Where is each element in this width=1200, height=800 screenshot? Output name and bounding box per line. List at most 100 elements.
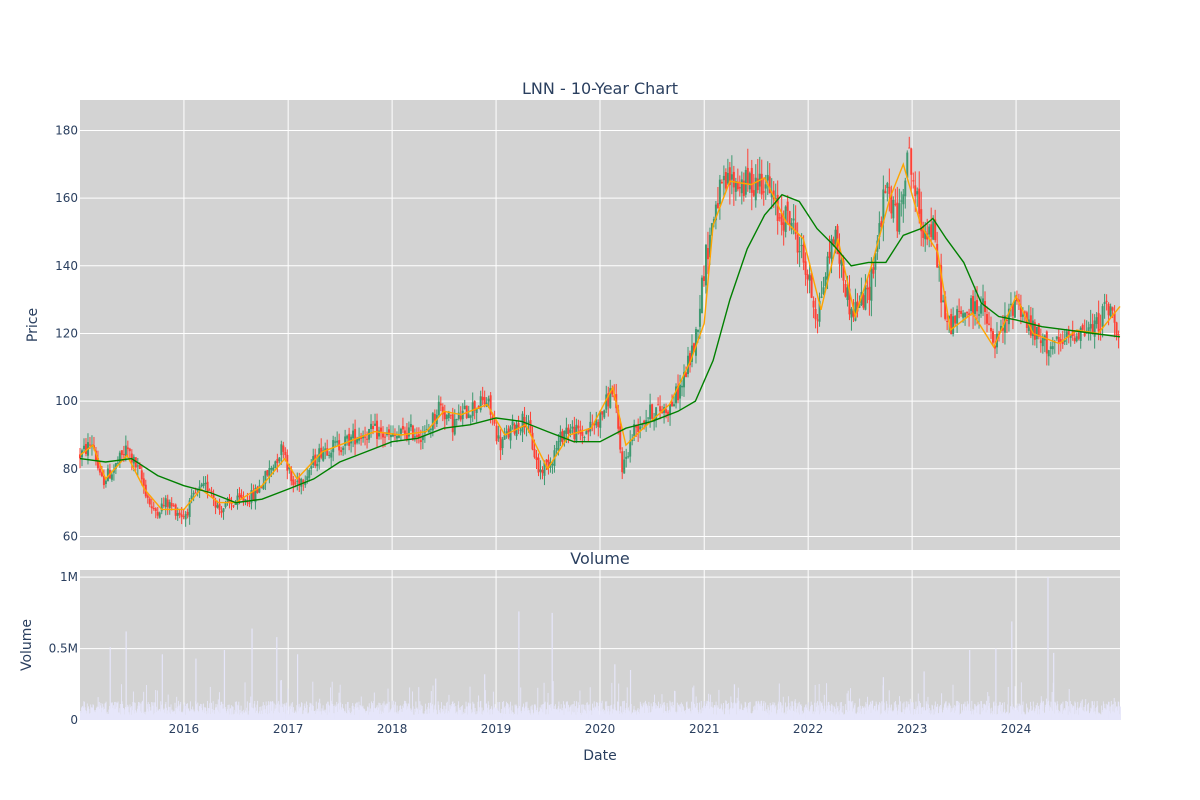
volume-bar <box>114 701 116 720</box>
volume-bar <box>386 705 388 720</box>
volume-bar <box>199 706 201 720</box>
volume-bar <box>155 706 157 720</box>
volume-bar <box>843 714 845 720</box>
volume-bar <box>586 702 588 720</box>
volume-bar <box>486 703 487 720</box>
candle-body <box>541 469 544 474</box>
volume-bar <box>832 713 834 720</box>
volume-bar <box>825 711 827 720</box>
candle-body <box>380 427 383 432</box>
volume-bar <box>304 703 306 720</box>
candle-body <box>539 469 542 472</box>
volume-bar <box>358 701 360 720</box>
volume-bar <box>953 707 955 720</box>
volume-bar <box>644 700 646 720</box>
volume-bar <box>817 710 819 720</box>
volume-bar <box>347 701 349 720</box>
candle-body <box>140 470 143 480</box>
volume-bar <box>385 705 387 720</box>
volume-bar <box>622 701 624 720</box>
candle-body <box>918 188 921 214</box>
candle-body <box>403 430 406 436</box>
volume-bar <box>975 706 977 720</box>
volume-bar <box>976 712 978 720</box>
candle-body <box>322 450 325 461</box>
candle-body <box>268 468 271 478</box>
volume-bar <box>573 712 575 720</box>
volume-bar <box>514 704 516 720</box>
volume-bar <box>152 714 154 720</box>
volume-bar <box>494 707 495 720</box>
candle-body <box>802 244 805 263</box>
candle-body <box>732 171 735 188</box>
volume-bar <box>679 704 681 720</box>
volume-bar <box>801 705 802 720</box>
candle-body <box>633 424 636 437</box>
volume-bar <box>244 682 246 720</box>
volume-bar <box>776 713 778 720</box>
volume-bar <box>567 711 569 720</box>
candle-body <box>958 310 961 312</box>
volume-bar <box>447 710 449 720</box>
candle-body <box>206 481 209 492</box>
volume-bar <box>852 700 854 720</box>
candle-body <box>746 167 749 185</box>
volume-bar <box>384 707 386 720</box>
volume-bar <box>1092 712 1094 720</box>
volume-bar <box>836 713 838 720</box>
candle-body <box>122 453 125 456</box>
volume-bar <box>98 707 100 720</box>
volume-bar <box>296 705 298 720</box>
candle-body <box>407 427 410 437</box>
volume-bar <box>613 709 614 720</box>
candle-body <box>607 393 610 407</box>
candle-body <box>220 510 223 514</box>
volume-bar <box>1098 712 1100 720</box>
volume-bar <box>884 712 886 720</box>
volume-bar <box>127 704 129 720</box>
volume-bar <box>1060 705 1062 720</box>
volume-bar <box>638 711 640 720</box>
volume-bar <box>992 702 994 720</box>
volume-bar <box>248 714 249 720</box>
candle-body <box>136 465 139 467</box>
volume-bar <box>990 713 992 720</box>
candle-body <box>960 310 963 314</box>
volume-bar <box>1049 707 1051 720</box>
volume-bar <box>86 710 88 720</box>
candle-body <box>491 416 494 419</box>
volume-bar <box>880 713 882 720</box>
volume-bar <box>294 712 296 720</box>
volume-bar <box>850 688 851 720</box>
candle-body <box>940 265 943 303</box>
volume-bar <box>584 709 585 720</box>
volume-bar <box>884 710 886 720</box>
volume-bar <box>1084 705 1086 720</box>
candle-body <box>1101 306 1104 327</box>
volume-bar <box>861 706 863 720</box>
candle-body <box>1075 336 1078 342</box>
volume-spike-bar <box>882 677 884 720</box>
volume-bar <box>1009 712 1011 720</box>
volume-bar <box>368 703 370 720</box>
volume-bar <box>167 694 169 720</box>
candle-body <box>772 190 775 200</box>
volume-bar <box>519 706 521 720</box>
volume-bar <box>570 714 572 720</box>
volume-bar <box>536 709 538 720</box>
volume-bar <box>860 708 862 720</box>
volume-bar <box>139 711 141 720</box>
candle-body <box>128 448 131 452</box>
volume-bar <box>229 714 231 720</box>
volume-bar <box>947 707 949 720</box>
volume-bar <box>885 709 887 720</box>
volume-bar <box>600 711 602 720</box>
candle-body <box>894 203 897 205</box>
candle-body <box>352 430 355 439</box>
volume-bar <box>756 710 758 720</box>
volume-bar <box>903 701 905 720</box>
volume-bar <box>119 703 121 720</box>
candle-body <box>692 343 695 352</box>
candle-body <box>515 424 518 437</box>
volume-bar <box>164 708 166 720</box>
